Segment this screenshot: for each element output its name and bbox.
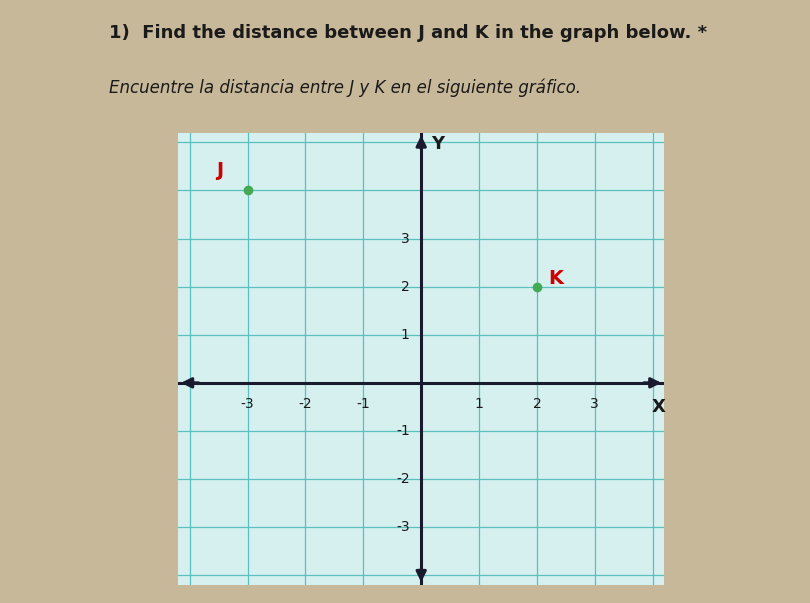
Text: -1: -1	[356, 397, 370, 411]
Text: -2: -2	[299, 397, 313, 411]
Text: -3: -3	[396, 520, 410, 534]
Text: -1: -1	[396, 424, 410, 438]
Text: 1: 1	[475, 397, 484, 411]
Text: -2: -2	[396, 472, 410, 486]
Text: 3: 3	[401, 232, 410, 245]
Text: 1: 1	[401, 327, 410, 342]
Text: 3: 3	[590, 397, 599, 411]
Text: 2: 2	[401, 280, 410, 294]
Text: K: K	[548, 269, 564, 288]
Text: Y: Y	[432, 135, 445, 153]
Text: X: X	[651, 398, 665, 416]
Text: 2: 2	[532, 397, 541, 411]
Text: Encuentre la distancia entre J y K en el siguiente gráfico.: Encuentre la distancia entre J y K en el…	[109, 78, 582, 97]
Text: 1)  Find the distance between J and K in the graph below. *: 1) Find the distance between J and K in …	[109, 24, 707, 42]
Text: -3: -3	[241, 397, 254, 411]
Text: J: J	[215, 161, 223, 180]
